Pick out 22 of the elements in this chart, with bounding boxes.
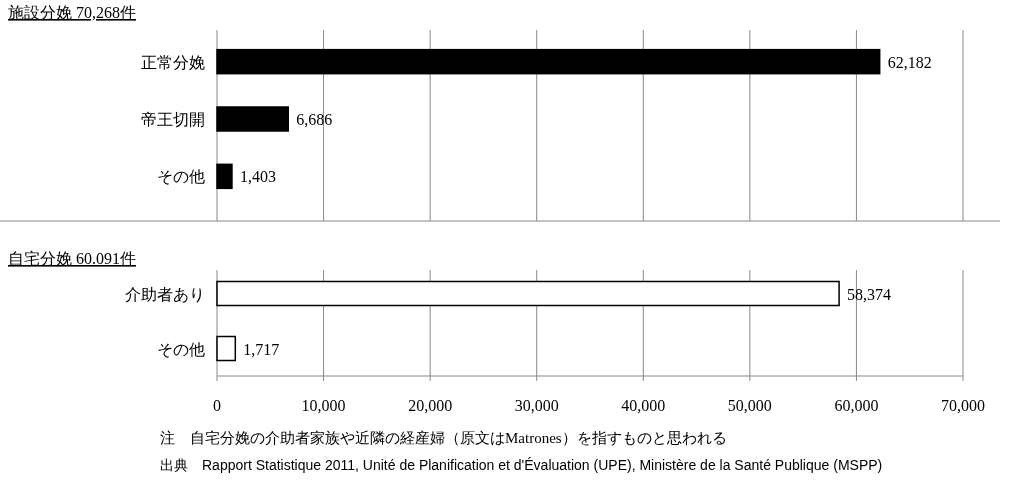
data-label: 6,686 [296,111,333,128]
x-tick-label: 30,000 [514,397,559,414]
data-label: 58,374 [847,285,892,303]
data-label: 1,403 [239,168,276,186]
y-tick-label: その他 [157,340,205,358]
y-tick-label: 正常分娩 [141,53,205,71]
text: 注 自宅分娩の介助者家族や近隣の経産婦（原文はMatrones）を指すものと思われる [160,430,727,446]
x-tick-label: 40,000 [621,397,666,414]
text: 施設分娩 70,268件 [8,4,136,21]
y-tick-label: 介助者あり [125,285,205,303]
x-tick-label: 60,000 [834,397,879,414]
data-label: 1,717 [243,340,280,358]
data-label: 62,182 [887,53,932,71]
text: 自宅分娩 60.091件 [8,250,136,267]
x-tick-label: 20,000 [408,397,453,414]
x-tick-label: 50,000 [727,397,772,414]
y-tick-label: 帝王切開 [141,111,205,128]
x-tick-label: 0 [213,397,221,414]
source-note: 出典 Rapport Statistique 2011, Unité de Planification et d'Évaluation (UPE), Ministère de la Santé Publique (MSPP) [160,457,883,473]
y-tick-label: その他 [157,168,205,186]
x-tick-label: 10,000 [301,397,346,414]
x-tick-label: 70,000 [941,397,985,414]
